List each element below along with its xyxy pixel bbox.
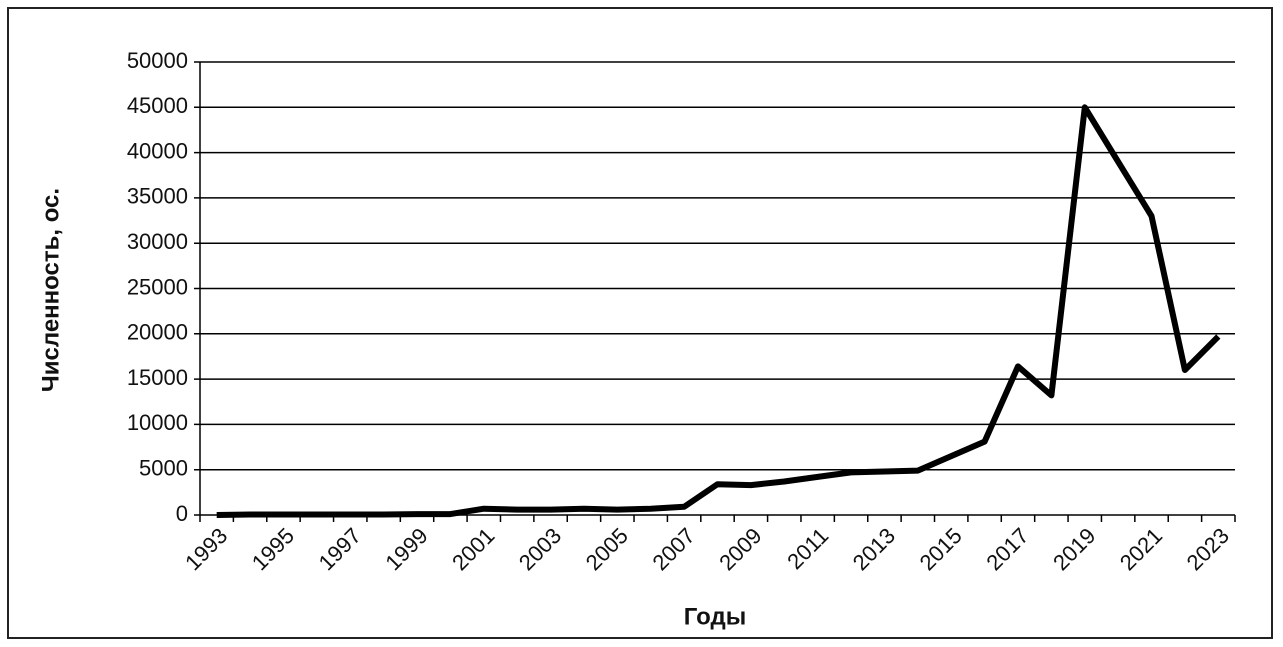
y-tick-label: 20000: [127, 320, 188, 345]
x-axis-title: Годы: [684, 603, 746, 630]
y-tick-label: 40000: [127, 138, 188, 163]
y-tick-label: 10000: [127, 410, 188, 435]
y-axis-title: Численность, ос.: [37, 188, 64, 392]
y-tick-label: 0: [176, 501, 188, 526]
y-tick-label: 45000: [127, 93, 188, 118]
y-tick-label: 35000: [127, 184, 188, 209]
data-line: [216, 104, 1221, 518]
y-tick-label: 30000: [127, 229, 188, 254]
y-tick-label: 5000: [139, 456, 188, 481]
y-tick-label: 25000: [127, 274, 188, 299]
y-tick-label: 15000: [127, 365, 188, 390]
y-tick-label: 50000: [127, 48, 188, 73]
